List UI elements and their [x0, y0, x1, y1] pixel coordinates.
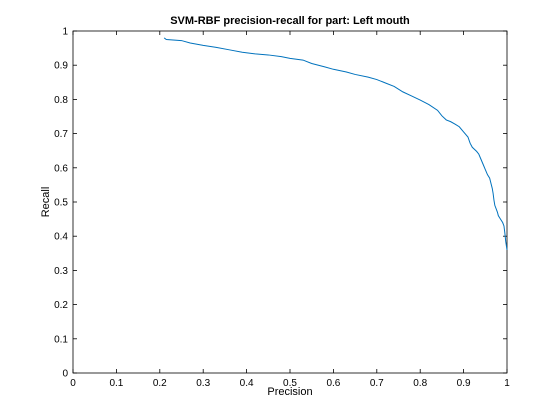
x-tick-label: 0.4 — [240, 378, 254, 389]
precision-recall-curve — [163, 37, 508, 250]
y-axis-ticks: 0 0.1 0.2 0.3 0.4 0.5 0.6 0.7 0.8 0.9 1 — [54, 27, 507, 380]
x-tick-label: 1 — [504, 378, 510, 389]
x-axis-label: Precision — [267, 386, 312, 398]
chart-title: SVM-RBF precision-recall for part: Left … — [170, 15, 410, 27]
x-axis-ticks: 0 0.1 0.2 0.3 0.4 0.5 0.6 0.7 0.8 0.9 1 — [70, 31, 510, 389]
y-tick-label: 0.3 — [54, 266, 68, 277]
x-tick-label: 0.8 — [413, 378, 427, 389]
x-tick-label: 0 — [70, 378, 76, 389]
x-tick-label: 0.1 — [109, 378, 123, 389]
y-tick-label: 0 — [62, 369, 68, 380]
y-tick-label: 0.9 — [54, 61, 68, 72]
y-tick-label: 0.1 — [54, 334, 68, 345]
y-tick-label: 0.6 — [54, 163, 68, 174]
y-tick-label: 0.8 — [54, 95, 68, 106]
y-tick-label: 0.4 — [54, 232, 68, 243]
x-tick-label: 0.2 — [153, 378, 167, 389]
y-tick-label: 0.7 — [54, 129, 68, 140]
y-axis-label: Recall — [40, 187, 52, 218]
y-tick-label: 1 — [62, 27, 68, 38]
y-tick-label: 0.5 — [54, 198, 68, 209]
x-tick-label: 0.6 — [326, 378, 340, 389]
x-tick-label: 0.7 — [370, 378, 384, 389]
x-tick-label: 0.5 — [283, 378, 297, 389]
x-tick-label: 0.3 — [196, 378, 210, 389]
y-tick-label: 0.2 — [54, 300, 68, 311]
x-tick-label: 0.9 — [457, 378, 471, 389]
plot-area — [72, 30, 508, 374]
